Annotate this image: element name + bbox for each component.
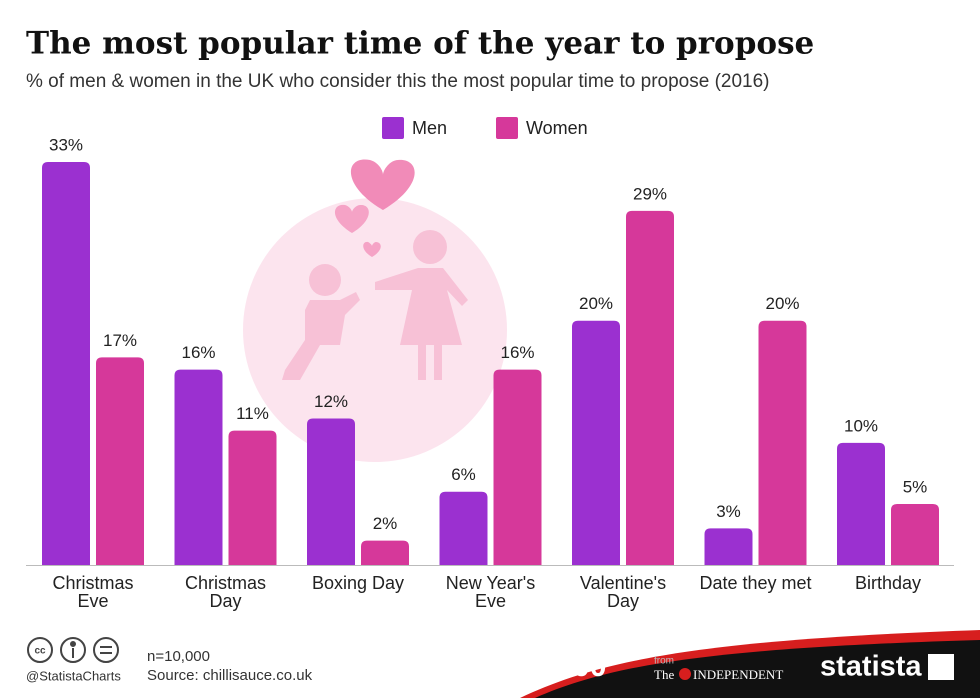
source: Source: chillisauce.co.uk <box>147 667 313 684</box>
bar <box>42 162 90 565</box>
footer-band <box>535 640 980 698</box>
value-label: 33% <box>49 135 83 154</box>
value-label: 3% <box>716 502 741 521</box>
bar <box>96 357 144 565</box>
chart-title: The most popular time of the year to pro… <box>26 26 814 62</box>
bar <box>891 503 939 565</box>
value-label: 12% <box>314 392 348 411</box>
bar <box>837 442 885 565</box>
bar <box>439 491 488 565</box>
brand-icon <box>928 654 954 680</box>
the: The <box>654 667 674 682</box>
x-tick-label: Date they met <box>699 573 812 593</box>
bar <box>704 528 753 565</box>
bar <box>493 369 542 565</box>
chart-subtitle: % of men & women in the UK who consider … <box>26 71 770 92</box>
value-label: 2% <box>373 514 398 533</box>
legend-label: Women <box>526 118 588 138</box>
partner-logo: i100 <box>548 650 606 683</box>
cc-icons: cc <box>27 637 119 663</box>
note: n=10,000 <box>147 648 210 665</box>
handle: @StatistaCharts <box>26 668 121 683</box>
value-label: 20% <box>579 294 613 313</box>
bar <box>307 418 355 565</box>
independent: INDEPENDENT <box>693 667 783 682</box>
value-label: 10% <box>844 416 878 435</box>
bar <box>361 540 409 565</box>
value-label: 16% <box>500 343 534 362</box>
x-tick-label: Christmas Eve <box>52 573 134 611</box>
x-tick-label: Birthday <box>854 573 922 593</box>
value-label: 29% <box>633 184 667 203</box>
bar <box>758 320 807 565</box>
bar <box>174 369 223 565</box>
x-tick-label: New Year's Eve <box>445 573 536 611</box>
svg-text:cc: cc <box>34 646 46 657</box>
value-label: 17% <box>103 331 137 350</box>
bar <box>572 320 620 565</box>
value-label: 5% <box>903 477 928 496</box>
value-label: 11% <box>236 404 269 423</box>
eagle-logo <box>679 668 691 680</box>
x-tick-label: Boxing Day <box>311 573 405 593</box>
value-label: 20% <box>765 294 799 313</box>
value-label: 16% <box>181 343 215 362</box>
brand: statista <box>820 651 922 683</box>
bar <box>228 430 277 565</box>
legend-label: Men <box>412 118 447 138</box>
bar <box>626 210 674 565</box>
x-tick-label: Christmas Day <box>184 573 266 611</box>
legend-swatch <box>496 117 518 139</box>
illustration <box>243 159 507 462</box>
legend-swatch <box>382 117 404 139</box>
value-label: 6% <box>451 465 476 484</box>
x-tick-label: Valentine's Day <box>579 573 667 611</box>
from: from <box>654 656 674 667</box>
